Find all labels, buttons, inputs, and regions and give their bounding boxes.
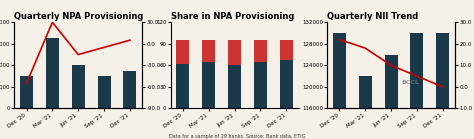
Bar bbox=[228, 65, 241, 108]
Bar bbox=[436, 33, 449, 139]
Bar bbox=[202, 62, 215, 108]
Bar bbox=[20, 76, 33, 108]
Bar bbox=[280, 60, 293, 108]
Bar bbox=[176, 40, 190, 64]
Text: Quarterly NPA Provisioning: Quarterly NPA Provisioning bbox=[14, 13, 144, 21]
Bar bbox=[176, 64, 190, 108]
Bar bbox=[72, 65, 85, 108]
Bar bbox=[254, 62, 267, 108]
Text: Data for a sample of 29 banks. Source: Bank data, ETIG: Data for a sample of 29 banks. Source: B… bbox=[169, 134, 305, 139]
Bar bbox=[359, 76, 372, 139]
Bar bbox=[46, 38, 59, 108]
Bar bbox=[410, 33, 423, 139]
Bar bbox=[228, 40, 241, 65]
Bar bbox=[254, 40, 267, 62]
Bar bbox=[202, 40, 215, 62]
Bar bbox=[98, 76, 110, 108]
Text: BCCL: BCCL bbox=[401, 80, 419, 85]
Bar bbox=[333, 33, 346, 139]
Bar bbox=[123, 71, 137, 108]
Bar bbox=[280, 40, 293, 60]
Text: Quarterly NII Trend: Quarterly NII Trend bbox=[327, 13, 419, 21]
Text: Share in NPA Provisioning: Share in NPA Provisioning bbox=[171, 13, 294, 21]
Bar bbox=[384, 54, 398, 139]
